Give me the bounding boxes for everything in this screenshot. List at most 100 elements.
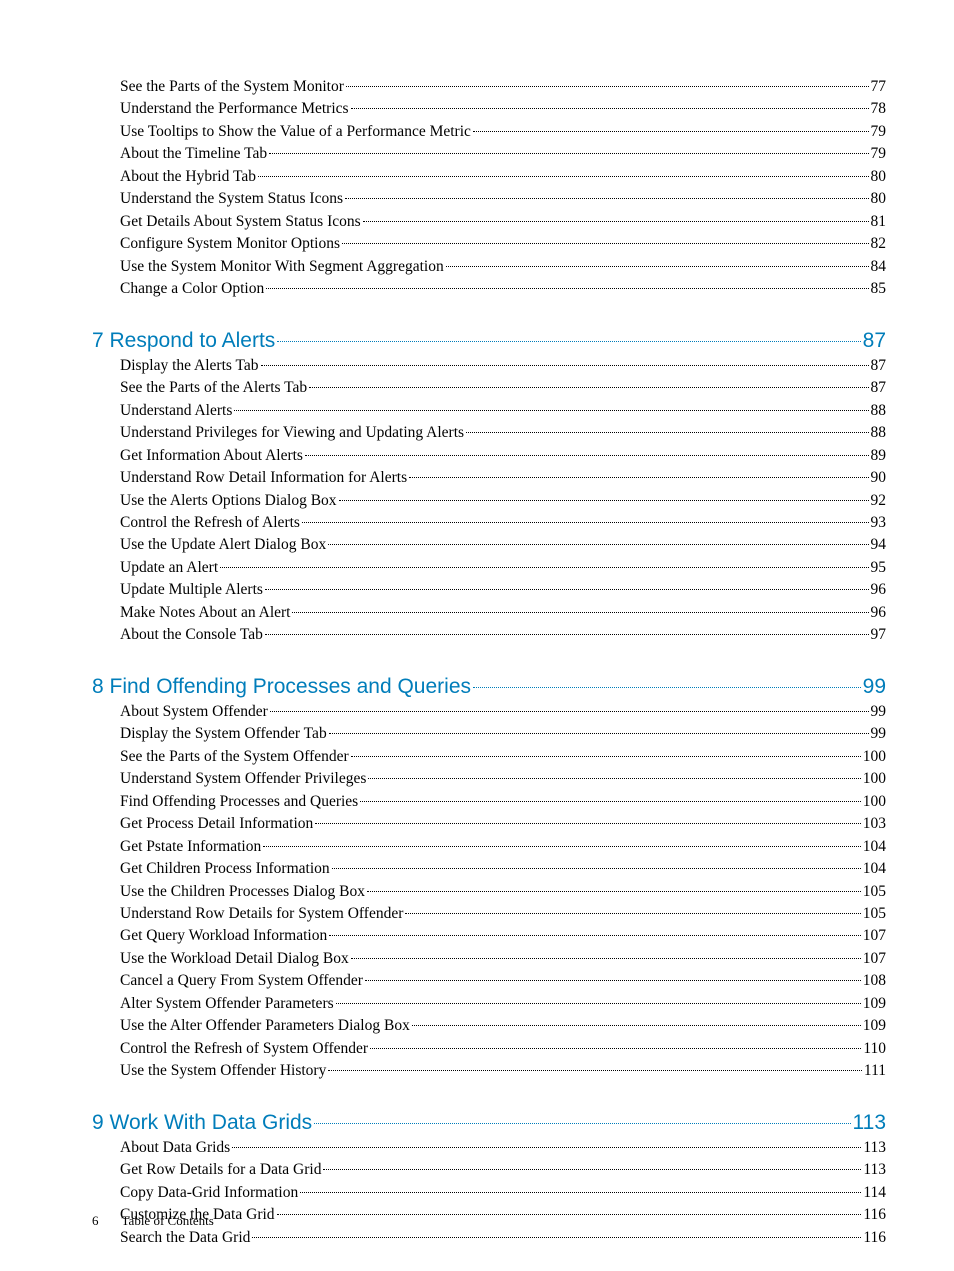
toc-entry[interactable]: Alter System Offender Parameters109 (120, 993, 886, 1015)
leader-dots (266, 288, 868, 289)
toc-entry-page: 109 (863, 993, 886, 1015)
toc-entry[interactable]: Understand the Performance Metrics 78 (120, 98, 886, 120)
toc-entry[interactable]: Use the Children Processes Dialog Box105 (120, 881, 886, 903)
toc-entry-page: 107 (863, 948, 886, 970)
toc-entry[interactable]: Configure System Monitor Options82 (120, 233, 886, 255)
toc-entry[interactable]: Copy Data-Grid Information114 (120, 1182, 886, 1204)
leader-dots (363, 221, 869, 222)
toc-entry-label: Use the System Offender History (120, 1060, 326, 1082)
toc-entry[interactable]: Get Query Workload Information107 (120, 925, 886, 947)
section-heading-label: 7 Respond to Alerts (92, 329, 275, 353)
footer-page-number: 6 (92, 1213, 99, 1228)
toc-entry[interactable]: Get Row Details for a Data Grid113 (120, 1159, 886, 1181)
toc-entry-page: 84 (871, 256, 887, 278)
toc-entry[interactable]: Use Tooltips to Show the Value of a Perf… (120, 121, 886, 143)
toc-entry-page: 78 (871, 98, 887, 120)
toc-entry[interactable]: Get Information About Alerts89 (120, 445, 886, 467)
toc-entry-label: Get Process Detail Information (120, 813, 313, 835)
leader-dots (265, 634, 869, 635)
toc-entry-page: 80 (871, 188, 887, 210)
toc-entry[interactable]: Understand Row Details for System Offend… (120, 903, 886, 925)
leader-dots (329, 935, 861, 936)
toc-entry-page: 80 (871, 166, 887, 188)
toc-section-heading[interactable]: 8 Find Offending Processes and Queries99 (92, 675, 886, 699)
toc-entry[interactable]: Display the Alerts Tab87 (120, 355, 886, 377)
toc-entry[interactable]: Update an Alert95 (120, 557, 886, 579)
toc-entry[interactable]: See the Parts of the System Monitor77 (120, 76, 886, 98)
toc-entry[interactable]: Customize the Data Grid116 (120, 1204, 886, 1226)
leader-dots (328, 1070, 862, 1071)
leader-dots (360, 801, 861, 802)
toc-entry[interactable]: Control the Refresh of Alerts93 (120, 512, 886, 534)
toc-entry[interactable]: Get Pstate Information104 (120, 836, 886, 858)
toc-entry-label: Understand the Performance Metrics (120, 98, 349, 120)
leader-dots (277, 1214, 862, 1215)
toc-entry[interactable]: Get Details About System Status Icons81 (120, 211, 886, 233)
toc-entry[interactable]: Understand System Offender Privileges100 (120, 768, 886, 790)
leader-dots (234, 410, 868, 411)
toc-entry[interactable]: Cancel a Query From System Offender108 (120, 970, 886, 992)
toc-entry-page: 88 (871, 400, 887, 422)
leader-dots (328, 544, 868, 545)
toc-entry-label: Use the Alter Offender Parameters Dialog… (120, 1015, 410, 1037)
toc-entry-label: Update an Alert (120, 557, 218, 579)
toc-entry[interactable]: Use the Alter Offender Parameters Dialog… (120, 1015, 886, 1037)
toc-entry-page: 116 (863, 1204, 886, 1226)
toc-entry[interactable]: See the Parts of the System Offender100 (120, 746, 886, 768)
toc-entry-page: 81 (871, 211, 887, 233)
toc-entry-label: Get Pstate Information (120, 836, 261, 858)
toc-entry[interactable]: Understand Row Detail Information for Al… (120, 467, 886, 489)
toc-entry[interactable]: Use the Workload Detail Dialog Box107 (120, 948, 886, 970)
toc-entry[interactable]: See the Parts of the Alerts Tab87 (120, 377, 886, 399)
toc-entry-label: Get Children Process Information (120, 858, 330, 880)
toc-entry[interactable]: About the Hybrid Tab80 (120, 166, 886, 188)
leader-dots (265, 589, 869, 590)
leader-dots (345, 198, 868, 199)
toc-entry[interactable]: Get Children Process Information104 (120, 858, 886, 880)
toc-entry[interactable]: Use the Alerts Options Dialog Box92 (120, 490, 886, 512)
toc-entry-label: Use the Alerts Options Dialog Box (120, 490, 337, 512)
leader-dots (446, 266, 869, 267)
footer-title: Table of Contents (122, 1213, 214, 1228)
toc-entry-label: Use the Update Alert Dialog Box (120, 534, 326, 556)
toc-entry[interactable]: Control the Refresh of System Offender11… (120, 1038, 886, 1060)
toc-entry[interactable]: Display the System Offender Tab99 (120, 723, 886, 745)
toc-entry[interactable]: Understand Alerts 88 (120, 400, 886, 422)
toc-entry-label: About the Timeline Tab (120, 143, 267, 165)
leader-dots (365, 980, 861, 981)
toc-entry[interactable]: About Data Grids113 (120, 1137, 886, 1159)
leader-dots (263, 846, 861, 847)
toc-entry-label: Search the Data Grid (120, 1227, 250, 1249)
leader-dots (405, 913, 860, 914)
toc-entry-page: 85 (871, 278, 887, 300)
toc-section-heading[interactable]: 9 Work With Data Grids113 (92, 1111, 886, 1135)
leader-dots (323, 1169, 861, 1170)
toc-entry[interactable]: Find Offending Processes and Queries100 (120, 791, 886, 813)
toc-entry-page: 113 (863, 1159, 886, 1181)
toc-entry[interactable]: Use the Update Alert Dialog Box94 (120, 534, 886, 556)
toc-entry[interactable]: About System Offender99 (120, 701, 886, 723)
toc-entry-page: 99 (871, 723, 887, 745)
toc-entry-page: 108 (863, 970, 886, 992)
toc-entry[interactable]: Make Notes About an Alert96 (120, 602, 886, 624)
leader-dots (329, 733, 869, 734)
toc-entry-label: Understand Alerts (120, 400, 232, 422)
toc-entry[interactable]: Understand the System Status Icons80 (120, 188, 886, 210)
toc-entry-label: Understand Privileges for Viewing and Up… (120, 422, 464, 444)
toc-entry[interactable]: Change a Color Option 85 (120, 278, 886, 300)
toc-entry[interactable]: Understand Privileges for Viewing and Up… (120, 422, 886, 444)
toc-entry[interactable]: Get Process Detail Information103 (120, 813, 886, 835)
toc-entry[interactable]: Use the System Monitor With Segment Aggr… (120, 256, 886, 278)
toc-section-heading[interactable]: 7 Respond to Alerts87 (92, 329, 886, 353)
toc-entry[interactable]: About the Timeline Tab79 (120, 143, 886, 165)
toc-entry-page: 110 (863, 1038, 886, 1060)
leader-dots (258, 176, 869, 177)
toc-entry-label: Change a Color Option (120, 278, 264, 300)
toc-entry[interactable]: Search the Data Grid116 (120, 1227, 886, 1249)
toc-entry-label: Get Query Workload Information (120, 925, 327, 947)
toc-entry[interactable]: Use the System Offender History111 (120, 1060, 886, 1082)
toc-entry-label: Control the Refresh of Alerts (120, 512, 300, 534)
toc-entry[interactable]: Update Multiple Alerts96 (120, 579, 886, 601)
toc-entry-label: Configure System Monitor Options (120, 233, 340, 255)
toc-entry[interactable]: About the Console Tab97 (120, 624, 886, 646)
